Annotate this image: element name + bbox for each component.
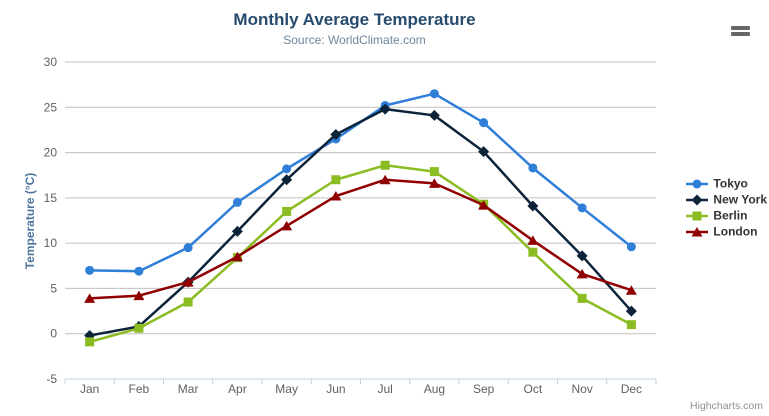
data-point-tokyo-mar[interactable] bbox=[183, 243, 193, 253]
chart-subtitle: Source: WorldClimate.com bbox=[283, 33, 426, 47]
legend-label: New York bbox=[713, 192, 767, 207]
y-axis-label: 30 bbox=[44, 55, 58, 69]
data-point-berlin-mar[interactable] bbox=[183, 297, 193, 307]
data-point-new-york-nov[interactable] bbox=[576, 250, 588, 262]
x-axis-label: Apr bbox=[228, 382, 247, 396]
data-point-tokyo-feb[interactable] bbox=[134, 266, 144, 276]
data-point-new-york-aug[interactable] bbox=[428, 109, 440, 121]
legend-item-new-york[interactable]: New York bbox=[686, 192, 767, 207]
data-point-berlin-jul[interactable] bbox=[380, 160, 390, 170]
legend-marker-triangle-icon bbox=[686, 227, 709, 237]
y-axis-label: 5 bbox=[50, 281, 57, 295]
legend-marker-diamond-icon bbox=[686, 194, 709, 206]
data-point-new-york-oct[interactable] bbox=[527, 200, 539, 212]
data-point-new-york-jun[interactable] bbox=[330, 128, 342, 140]
data-point-tokyo-may[interactable] bbox=[282, 164, 292, 174]
x-axis-label: Aug bbox=[424, 382, 445, 396]
x-axis-label: Mar bbox=[178, 382, 199, 396]
y-axis-label: -5 bbox=[46, 372, 57, 386]
data-point-london-jul[interactable] bbox=[379, 174, 391, 185]
legend-marker-circle-icon bbox=[686, 179, 709, 189]
x-axis-label: Nov bbox=[571, 382, 592, 396]
data-point-london-apr[interactable] bbox=[231, 251, 243, 262]
y-axis-label: 25 bbox=[44, 100, 58, 114]
x-axis-label: Sep bbox=[473, 382, 495, 396]
x-axis-label: Dec bbox=[621, 382, 642, 396]
chart-title: Monthly Average Temperature bbox=[233, 10, 476, 29]
legend-symbol-berlin bbox=[692, 211, 702, 221]
data-point-tokyo-apr[interactable] bbox=[232, 197, 242, 207]
data-point-berlin-feb[interactable] bbox=[134, 323, 144, 333]
export-menu-button[interactable] bbox=[728, 21, 752, 43]
data-point-new-york-jul[interactable] bbox=[379, 103, 391, 115]
y-axis-label: 0 bbox=[50, 327, 57, 341]
legend-marker-square-icon bbox=[686, 211, 709, 221]
data-point-tokyo-oct[interactable] bbox=[528, 163, 538, 173]
legend-label: Tokyo bbox=[713, 176, 748, 191]
data-point-new-york-may[interactable] bbox=[281, 174, 293, 186]
legend-symbol-london bbox=[691, 227, 703, 237]
data-point-tokyo-sep[interactable] bbox=[479, 118, 489, 128]
y-axis-label: 15 bbox=[44, 191, 58, 205]
credits-link[interactable]: Highcharts.com bbox=[690, 400, 763, 412]
data-point-london-aug[interactable] bbox=[428, 178, 440, 188]
series-line-london[interactable] bbox=[88, 178, 633, 300]
data-point-berlin-dec[interactable] bbox=[626, 320, 636, 330]
hamburger-menu-icon bbox=[730, 25, 750, 36]
data-point-berlin-may[interactable] bbox=[282, 206, 292, 216]
data-point-tokyo-aug[interactable] bbox=[429, 89, 439, 99]
data-point-new-york-dec[interactable] bbox=[625, 305, 637, 317]
data-point-berlin-nov[interactable] bbox=[577, 293, 587, 303]
legend: Tokyo New York Berlin London bbox=[686, 176, 767, 239]
data-point-new-york-sep[interactable] bbox=[478, 146, 490, 158]
data-point-tokyo-nov[interactable] bbox=[577, 203, 587, 213]
x-axis-label: Jun bbox=[326, 382, 345, 396]
y-axis-title: Temperature (°C) bbox=[23, 172, 37, 270]
data-point-tokyo-jan[interactable] bbox=[85, 265, 95, 275]
series-line-berlin[interactable] bbox=[88, 164, 633, 344]
legend-item-berlin[interactable]: Berlin bbox=[686, 208, 767, 223]
legend-item-london[interactable]: London bbox=[686, 224, 767, 239]
series-line-new-york[interactable] bbox=[88, 107, 633, 337]
x-axis-label: Jul bbox=[377, 382, 392, 396]
data-point-london-may[interactable] bbox=[281, 220, 293, 231]
data-point-berlin-aug[interactable] bbox=[429, 167, 439, 177]
data-point-london-jun[interactable] bbox=[330, 191, 342, 201]
data-point-berlin-oct[interactable] bbox=[528, 247, 538, 257]
data-point-berlin-jan[interactable] bbox=[85, 337, 95, 347]
legend-label: Berlin bbox=[713, 208, 748, 223]
data-point-london-dec[interactable] bbox=[625, 285, 637, 295]
series-line-tokyo[interactable] bbox=[88, 92, 633, 273]
legend-label: London bbox=[713, 224, 758, 239]
y-axis-label: 10 bbox=[44, 236, 58, 250]
data-point-berlin-jun[interactable] bbox=[331, 175, 341, 185]
legend-symbol-tokyo bbox=[692, 179, 702, 189]
x-axis-label: Oct bbox=[524, 382, 543, 396]
x-axis-label: Jan bbox=[80, 382, 99, 396]
y-axis-label: 20 bbox=[44, 146, 58, 160]
data-point-london-jan[interactable] bbox=[84, 293, 96, 303]
x-axis-label: Feb bbox=[129, 382, 150, 396]
x-axis-label: May bbox=[275, 382, 298, 396]
legend-item-tokyo[interactable]: Tokyo bbox=[686, 176, 767, 191]
data-point-tokyo-dec[interactable] bbox=[626, 242, 636, 252]
data-point-london-nov[interactable] bbox=[576, 268, 588, 279]
data-point-london-feb[interactable] bbox=[133, 290, 145, 301]
legend-symbol-new-york bbox=[691, 194, 703, 206]
data-point-london-sep[interactable] bbox=[478, 200, 490, 210]
data-point-london-oct[interactable] bbox=[527, 235, 539, 245]
data-point-london-mar[interactable] bbox=[182, 277, 194, 287]
data-point-new-york-apr[interactable] bbox=[231, 225, 243, 237]
